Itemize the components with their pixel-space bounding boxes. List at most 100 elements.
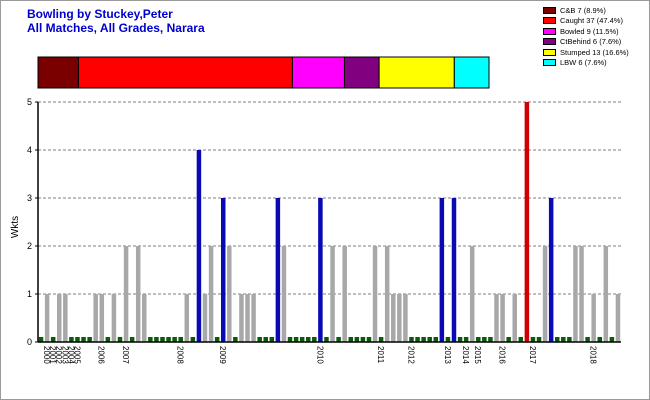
x-tick-label: 2008 (176, 346, 185, 364)
bar (397, 294, 402, 342)
bar (87, 337, 92, 342)
bar (184, 294, 190, 342)
bar (585, 337, 590, 342)
bar (287, 337, 293, 342)
bar (597, 337, 602, 342)
legend-swatch (543, 27, 556, 35)
x-tick-label: 2014 (461, 346, 470, 364)
bar (50, 337, 56, 342)
bar (391, 294, 396, 342)
bar (463, 337, 469, 342)
x-tick-label: 2018 (589, 346, 598, 364)
bar (239, 294, 244, 342)
bar (299, 337, 305, 342)
bar (81, 337, 86, 342)
legend-item: Bowled 9 (11.5%) (543, 26, 629, 37)
bar (202, 294, 208, 342)
bar (93, 294, 98, 342)
bar (421, 337, 426, 342)
bar (457, 337, 463, 342)
bar (536, 337, 542, 342)
bar (445, 337, 451, 342)
legend-item: CtBehind 6 (7.6%) (543, 37, 629, 48)
legend-label: CtBehind 6 (7.6%) (560, 37, 622, 47)
x-tick-label: 2007 (121, 346, 130, 364)
bar (312, 337, 317, 342)
legend-item: Caught 37 (47.4%) (543, 16, 629, 27)
x-tick-label: 2012 (406, 346, 415, 364)
bar (117, 337, 123, 342)
bar (275, 198, 281, 342)
bar (263, 337, 268, 342)
bar (548, 198, 554, 342)
y-tick-label: 0 (27, 337, 32, 347)
bar (469, 246, 475, 342)
legend-item: Stumped 13 (16.6%) (543, 47, 629, 58)
legend-label: LBW 6 (7.6%) (560, 58, 607, 68)
bar (166, 337, 171, 342)
x-tick-label: 2003 (60, 346, 69, 364)
x-tick-label: 2017 (528, 346, 537, 364)
y-tick-label: 5 (27, 97, 32, 107)
bar (208, 246, 214, 342)
legend-label: Caught 37 (47.4%) (560, 16, 623, 26)
x-tick-label: 2013 (443, 346, 452, 364)
bar (293, 337, 299, 342)
bar (609, 337, 615, 342)
bar (451, 198, 457, 342)
x-tick-label: 2000 (42, 346, 51, 364)
bar (512, 294, 517, 342)
bar (378, 337, 384, 342)
legend-swatch (543, 17, 556, 25)
bar (269, 337, 275, 342)
legend-item: LBW 6 (7.6%) (543, 58, 629, 69)
bar (336, 337, 341, 342)
bar (482, 337, 487, 342)
dismissal-segment (378, 56, 455, 89)
bar (518, 337, 524, 342)
legend-label: Bowled 9 (11.5%) (560, 26, 619, 36)
bar (38, 337, 44, 342)
bar (57, 294, 62, 342)
y-tick-label: 1 (27, 289, 32, 299)
bar (542, 246, 548, 342)
y-tick-label: 2 (27, 241, 32, 251)
bar (227, 246, 232, 342)
x-tick-label: 2001 (48, 346, 57, 364)
y-axis-label: Wkts (10, 216, 21, 238)
bar (135, 246, 141, 342)
bar (348, 337, 354, 342)
bar (318, 198, 323, 342)
dismissal-segment (453, 56, 490, 89)
x-tick-label: 2015 (473, 346, 482, 364)
dismissal-segment (291, 56, 345, 89)
chart-title: Bowling by Stuckey,Peter (27, 7, 173, 21)
bar (105, 337, 111, 342)
legend-label: Stumped 13 (16.6%) (560, 47, 629, 57)
bar (324, 337, 329, 342)
bar (573, 246, 578, 342)
bar (44, 294, 50, 342)
bar (494, 294, 499, 342)
legend-swatch (543, 6, 556, 14)
legend-label: C&B 7 (8.9%) (560, 5, 606, 15)
bar (561, 337, 566, 342)
bar (439, 198, 445, 342)
bar (360, 337, 366, 342)
bar (129, 337, 135, 342)
x-tick-label: 2010 (315, 346, 324, 364)
bar (476, 337, 481, 342)
legend-swatch (543, 38, 556, 46)
bar (603, 246, 609, 342)
legend: C&B 7 (8.9%) Caught 37 (47.4%) Bowled 9 (1… (543, 5, 629, 68)
x-tick-label: 2004 (66, 346, 75, 364)
bar (142, 294, 147, 342)
bar (196, 150, 202, 342)
bar (214, 337, 220, 342)
bar (415, 337, 420, 342)
legend-swatch (543, 59, 556, 67)
bar (233, 337, 238, 342)
bar (154, 337, 159, 342)
bar (409, 337, 414, 342)
